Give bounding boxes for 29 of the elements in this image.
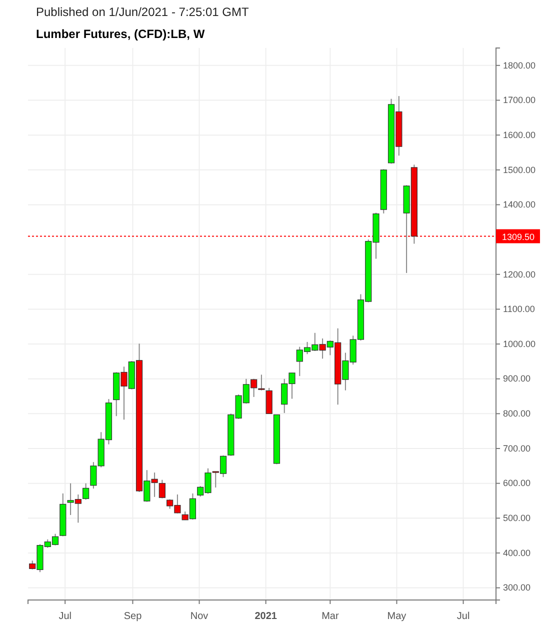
x-tick-label: May	[387, 611, 406, 622]
y-tick-label: 400.00	[503, 548, 531, 558]
x-tick-label: Nov	[190, 611, 208, 622]
y-tick-label: 1800.00	[503, 60, 536, 70]
x-tick-label: Jul	[456, 611, 470, 622]
y-tick-label: 1200.00	[503, 269, 536, 280]
x-tick-label: Sep	[124, 611, 142, 622]
chart-subtitle: Published on 1/Jun/2021 - 7:25:01 GMT	[36, 5, 250, 19]
candlestick	[266, 387, 272, 414]
y-tick-label: 700.00	[503, 443, 531, 454]
candlestick	[258, 374, 265, 391]
y-tick-label: 1000.00	[503, 338, 536, 349]
candlestick	[158, 479, 166, 499]
x-tick-label: Jul	[58, 611, 72, 622]
x-tick-label: Mar	[322, 611, 340, 622]
ref-line-label: 1309.50	[502, 232, 535, 242]
chart-title: Lumber Futures, (CFD):LB, W	[36, 27, 206, 41]
y-tick-label: 500.00	[503, 513, 531, 524]
y-tick-label: 300.00	[503, 582, 531, 593]
y-tick-label: 1700.00	[503, 95, 536, 106]
y-tick-label: 800.00	[503, 408, 531, 419]
y-tick-label: 1500.00	[503, 164, 536, 175]
y-tick-label: 600.00	[503, 478, 531, 488]
x-tick-label: 2021	[254, 611, 278, 622]
y-tick-label: 1100.00	[503, 304, 535, 314]
candlestick	[82, 482, 90, 500]
y-tick-label: 900.00	[503, 374, 531, 384]
y-tick-label: 1600.00	[503, 130, 536, 140]
y-tick-label: 1400.00	[503, 200, 536, 210]
